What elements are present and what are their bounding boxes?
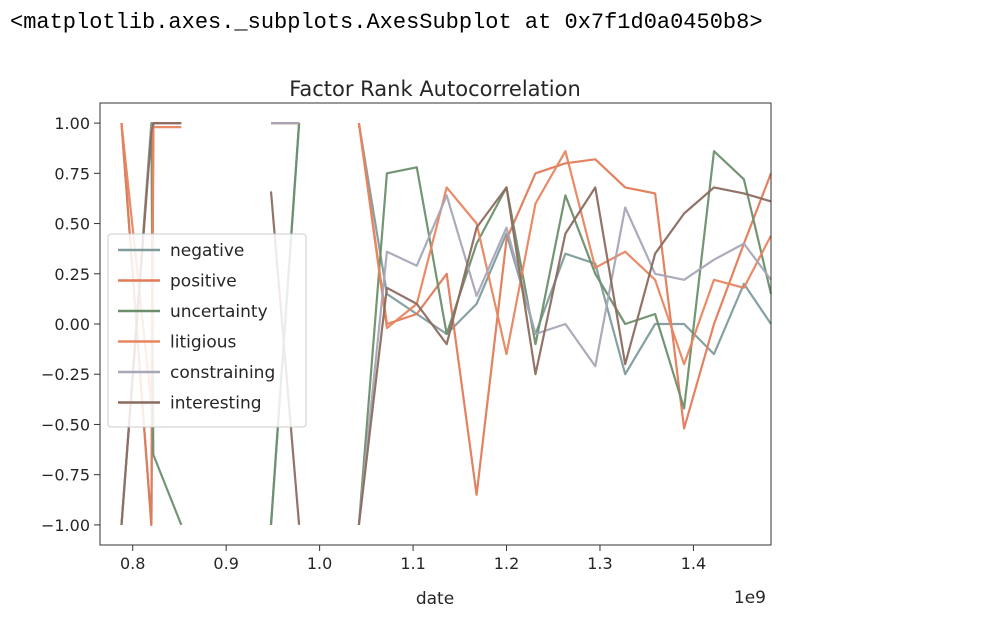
legend-label-uncertainty: uncertainty <box>170 302 268 322</box>
y-tick-label: 0.75 <box>54 164 90 183</box>
y-axis-ticks: 1.00 0.75 0.50 0.25 0.00 −0.25 −0.50 −0.75 −1.00 <box>41 114 100 535</box>
legend-label-negative: negative <box>170 241 244 261</box>
y-tick-label: −0.50 <box>41 415 90 434</box>
y-tick-label: −1.00 <box>41 516 90 535</box>
series-line-litigious-segment-3 <box>357 122 772 366</box>
y-tick-label: 0.25 <box>54 265 90 284</box>
legend: negative positive uncertainty litigious cons… <box>107 233 307 428</box>
legend-label-constraining: constraining <box>170 363 275 383</box>
x-axis-offset-label: 1e9 <box>734 588 766 608</box>
x-tick-label: 1.1 <box>400 554 425 573</box>
legend-label-litigious: litigious <box>170 333 237 353</box>
x-tick-label: 1.4 <box>681 554 706 573</box>
cell-output-repr: <matplotlib.axes._subplots.AxesSubplot a… <box>10 10 763 35</box>
series-line-uncertainty-segment-3 <box>357 150 773 525</box>
legend-label-positive: positive <box>170 272 237 292</box>
series-line-constraining-segment-3 <box>357 194 772 526</box>
legend-box <box>107 233 307 428</box>
series-line-positive-segment-3 <box>357 122 773 496</box>
series-line-interesting-segment-3 <box>357 186 772 526</box>
y-tick-label: 1.00 <box>54 114 90 133</box>
x-tick-label: 0.9 <box>213 554 238 573</box>
series-line-negative-segment-3 <box>357 122 772 376</box>
x-tick-label: 1.3 <box>587 554 612 573</box>
legend-label-interesting: interesting <box>170 394 262 414</box>
x-tick-label: 0.8 <box>120 554 145 573</box>
y-tick-label: 0.00 <box>54 315 90 334</box>
y-tick-label: −0.25 <box>41 365 90 384</box>
x-axis-label: date <box>416 589 454 609</box>
y-tick-label: 0.50 <box>54 215 90 234</box>
x-axis-ticks: 0.8 0.9 1.0 1.1 1.2 1.3 1.4 <box>120 545 706 573</box>
chart-title: Factor Rank Autocorrelation <box>289 77 581 101</box>
x-tick-label: 1.0 <box>307 554 332 573</box>
x-tick-label: 1.2 <box>494 554 519 573</box>
y-tick-label: −0.75 <box>41 466 90 485</box>
